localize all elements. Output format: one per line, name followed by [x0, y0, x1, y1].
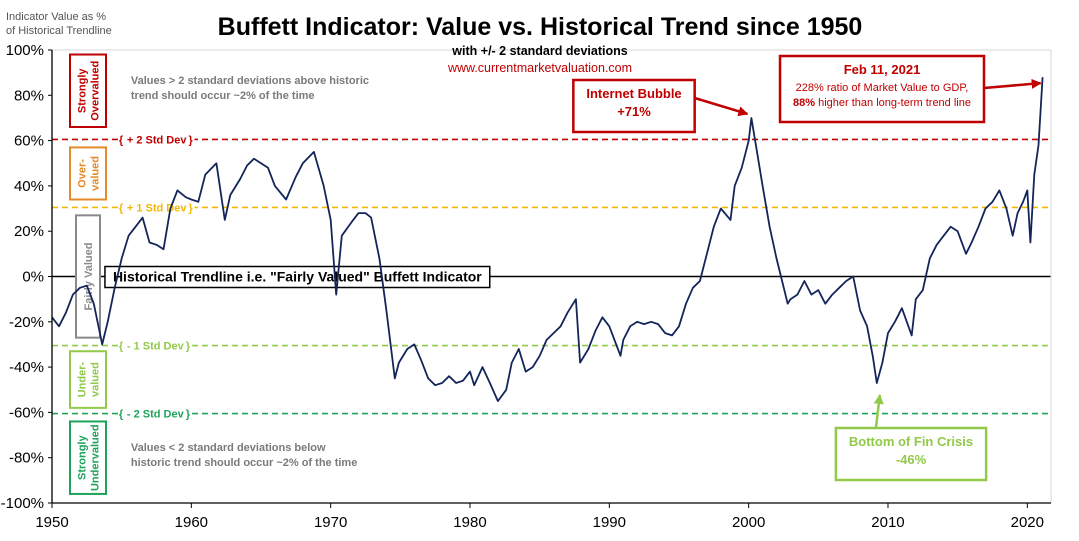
band-label-group-2: Fairly Valued — [83, 243, 95, 311]
trendline-label-box — [104, 265, 491, 289]
callout-feb-2021-line-2: 88% higher than long-term trend line — [793, 97, 971, 109]
std-dev-bracket-left-1: { — [119, 202, 124, 214]
x-tick-label-5: 2000 — [732, 514, 765, 531]
callout-feb-2021-part-2-0: 88% — [793, 97, 815, 109]
band-label-1-0: Over- — [77, 159, 89, 188]
band-label-3-1: valued — [90, 362, 102, 397]
std-dev-label-0: + 2 Std Dev — [127, 134, 187, 146]
trendline-label: Historical Trendline i.e. "Fairly Valued… — [113, 269, 482, 285]
note-0-line-1: trend should occur ~2% of the time — [131, 90, 315, 102]
chart-subtitle: with +/- 2 standard deviations — [451, 44, 627, 58]
std-dev-bracket-right-4: } — [186, 409, 191, 421]
callout-fin-crisis-arrow — [873, 393, 884, 429]
note-1-line-0: Values < 2 standard deviations below — [131, 442, 326, 454]
x-tick-label-3: 1980 — [453, 514, 486, 531]
callout-feb-2021-part-2-1: higher than long-term trend line — [815, 97, 971, 109]
y-tick-label-2: 60% — [14, 133, 44, 150]
callout-feb-2021-arrow — [983, 78, 1042, 90]
x-tick-label-7: 2020 — [1011, 514, 1044, 531]
y-tick-label-1: 80% — [14, 87, 44, 104]
source-url: www.currentmarketvaluation.com — [447, 61, 632, 75]
band-label-group-0: Strongly Overvalued — [77, 61, 102, 121]
callout-fin-crisis-line-0: Bottom of Fin Crisis — [849, 434, 973, 449]
callout-feb-2021-line-0: Feb 11, 2021 — [844, 62, 921, 77]
std-dev-bracket-left-4: { — [119, 409, 124, 421]
chart-title: Buffett Indicator: Value vs. Historical … — [218, 13, 863, 41]
std-dev-label-bg-4 — [118, 406, 192, 421]
callout-fin-crisis-box — [834, 426, 988, 482]
std-dev-bracket-right-3: } — [186, 341, 191, 353]
std-dev-label-bg-0 — [118, 132, 195, 147]
band-label-group-3: Under-valued — [77, 362, 102, 398]
y-tick-label-0: 100% — [6, 42, 44, 59]
x-tick-label-6: 2010 — [871, 514, 904, 531]
y-tick-label-8: -60% — [9, 404, 44, 421]
y-tick-label-10: -100% — [1, 495, 44, 512]
callout-internet-bubble: Internet Bubble +71% — [572, 78, 696, 134]
std-dev-label-bg-3 — [118, 338, 192, 353]
band-box-1 — [69, 146, 107, 201]
y-tick-label-9: -80% — [9, 450, 44, 467]
y-tick-label-3: 40% — [14, 178, 44, 195]
y-axis-title-line-1: Indicator Value as % — [6, 11, 106, 23]
callout-fin-crisis: Bottom of Fin Crisis -46% — [834, 426, 988, 482]
callout-feb-2021: Feb 11, 2021 228% ratio of Market Value t… — [778, 54, 986, 124]
callout-internet-bubble-arrow — [694, 96, 749, 117]
x-tick-label-2: 1970 — [314, 514, 347, 531]
band-box-4 — [69, 420, 107, 495]
x-tick-label-4: 1990 — [593, 514, 626, 531]
band-label-3-0: Under- — [77, 362, 89, 398]
band-label-0-0: Strongly — [77, 68, 89, 113]
y-tick-label-7: -40% — [9, 359, 44, 376]
y-tick-label-4: 20% — [14, 223, 44, 240]
callout-fin-crisis-line-1: -46% — [896, 452, 927, 467]
band-label-1-1: valued — [90, 156, 102, 191]
band-box-0 — [69, 53, 107, 129]
x-tick-label-0: 1950 — [35, 514, 68, 531]
std-dev-label-1: + 1 Std Dev — [127, 202, 187, 214]
std-dev-label-bg-1 — [118, 200, 195, 215]
series-line-0 — [51, 77, 1044, 402]
note-1-line-1: historic trend should occur ~2% of the t… — [131, 457, 357, 469]
std-dev-label-3: - 1 Std Dev — [127, 341, 185, 353]
callout-internet-bubble-line-0: Internet Bubble — [586, 86, 681, 101]
note-0-line-0: Values > 2 standard deviations above his… — [131, 75, 369, 87]
callout-feb-2021-line-1: 228% ratio of Market Value to GDP, — [796, 82, 969, 94]
band-label-4-1: Undervalued — [90, 424, 102, 491]
y-axis-title-line-2: of Historical Trendline — [6, 25, 112, 37]
band-label-2-0: Fairly Valued — [83, 243, 95, 311]
std-dev-bracket-right-1: } — [188, 202, 193, 214]
band-label-group-4: Strongly Undervalued — [77, 424, 102, 491]
x-tick-label-1: 1960 — [175, 514, 208, 531]
band-label-4-0: Strongly — [77, 435, 89, 480]
band-label-0-1: Overvalued — [90, 61, 102, 121]
std-dev-bracket-right-0: } — [188, 134, 193, 146]
std-dev-label-4: - 2 Std Dev — [127, 409, 185, 421]
y-tick-label-6: -20% — [9, 314, 44, 331]
callout-internet-bubble-line-1: +71% — [617, 104, 651, 119]
band-label-group-1: Over-valued — [77, 156, 102, 191]
band-box-3 — [69, 350, 107, 409]
callout-feb-2021-box — [778, 54, 986, 124]
y-tick-label-5: 0% — [22, 269, 44, 286]
std-dev-bracket-left-3: { — [119, 341, 124, 353]
std-dev-bracket-left-0: { — [119, 134, 124, 146]
callout-internet-bubble-box — [572, 78, 696, 134]
